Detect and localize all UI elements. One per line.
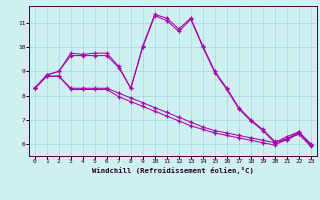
X-axis label: Windchill (Refroidissement éolien,°C): Windchill (Refroidissement éolien,°C) [92, 167, 254, 174]
